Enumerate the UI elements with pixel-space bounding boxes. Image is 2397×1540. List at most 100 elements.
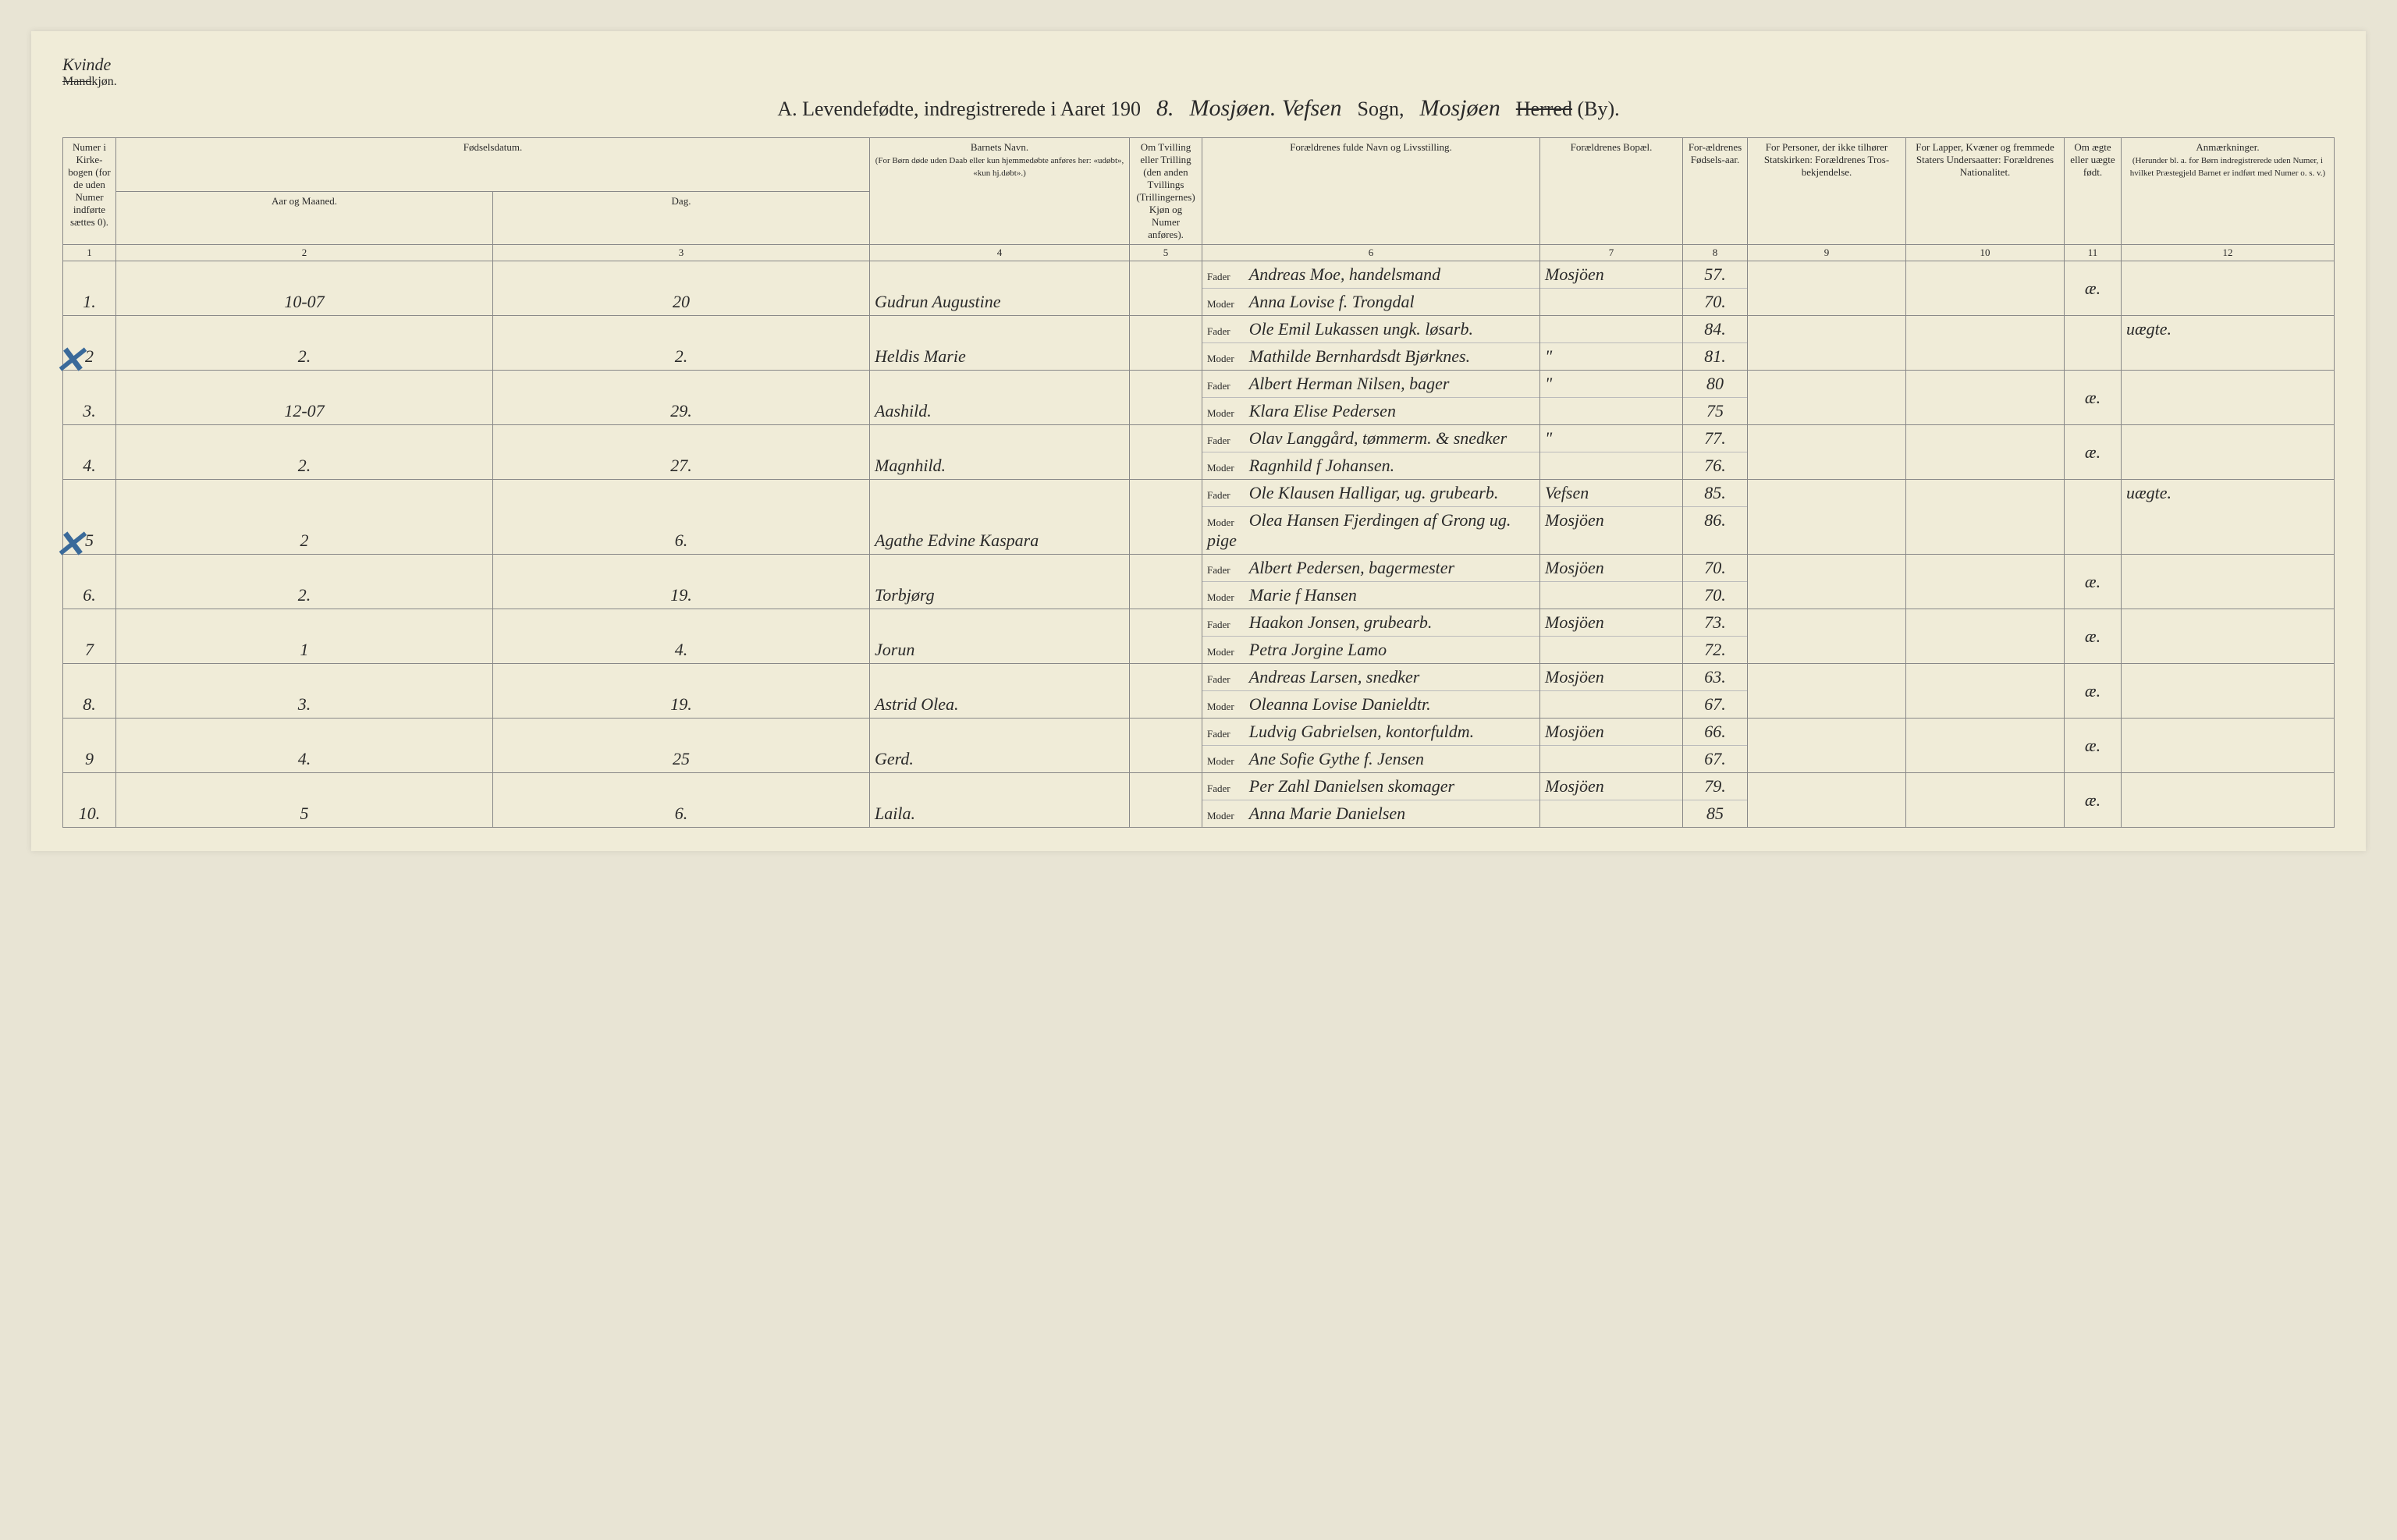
mother-cell: Moder Ragnhild f Johansen. <box>1202 452 1540 480</box>
parish-2: Mosjøen <box>1419 95 1500 122</box>
entry-number: 4. <box>63 425 116 480</box>
col-4-sub: (For Børn døde uden Daab eller kun hjemm… <box>875 156 1124 178</box>
mother-birth-year: 70. <box>1683 289 1748 316</box>
child-name: Heldis Marie <box>870 316 1130 371</box>
father-label: Fader <box>1207 728 1246 740</box>
column-number-row: 1 2 3 4 5 6 7 8 9 10 11 12 <box>63 245 2335 261</box>
father-name: Albert Pedersen, bagermester <box>1249 558 1454 577</box>
legitimacy: æ. <box>2065 555 2122 609</box>
religion-cell <box>1748 480 1906 555</box>
child-name: Magnhild. <box>870 425 1130 480</box>
twin-cell <box>1130 425 1202 480</box>
father-label: Fader <box>1207 489 1246 502</box>
mother-label: Moder <box>1207 407 1246 420</box>
father-name: Ole Klausen Halligar, ug. grubearb. <box>1249 483 1499 502</box>
col-10: For Lapper, Kvæner og fremmede Staters U… <box>1906 138 2065 245</box>
gender-label: Kvinde Mandkjøn. <box>62 55 117 89</box>
notes-cell <box>2122 371 2335 425</box>
twin-cell <box>1130 371 1202 425</box>
mother-name: Ragnhild f Johansen. <box>1249 456 1394 475</box>
birth-day: 2. <box>493 316 870 371</box>
colnum: 6 <box>1202 245 1540 261</box>
mother-name: Olea Hansen Fjerdingen af Grong ug. pige <box>1207 510 1511 550</box>
twin-cell <box>1130 555 1202 609</box>
table-row: 714.JorunFader Haakon Jonsen, grubearb.M… <box>63 609 2335 637</box>
birth-month: 5 <box>116 773 493 828</box>
father-cell: Fader Andreas Moe, handelsmand <box>1202 261 1540 289</box>
birth-month: 2 <box>116 480 493 555</box>
colnum: 8 <box>1683 245 1748 261</box>
nationality-cell <box>1906 261 2065 316</box>
colnum: 7 <box>1540 245 1683 261</box>
colnum: 1 <box>63 245 116 261</box>
father-birth-year: 77. <box>1683 425 1748 452</box>
residence-father: " <box>1540 371 1683 398</box>
mother-label: Moder <box>1207 755 1246 768</box>
nationality-cell <box>1906 664 2065 719</box>
nationality-cell <box>1906 773 2065 828</box>
father-cell: Fader Olav Langgård, tømmerm. & snedker <box>1202 425 1540 452</box>
residence-mother: Mosjöen <box>1540 507 1683 555</box>
mother-name: Marie f Hansen <box>1249 585 1357 605</box>
child-name: Gerd. <box>870 719 1130 773</box>
residence-father: Mosjöen <box>1540 719 1683 746</box>
father-birth-year: 84. <box>1683 316 1748 343</box>
herred-struck: Herred <box>1516 98 1572 120</box>
twin-cell <box>1130 719 1202 773</box>
notes-cell <box>2122 425 2335 480</box>
mother-cell: Moder Ane Sofie Gythe f. Jensen <box>1202 746 1540 773</box>
colnum: 5 <box>1130 245 1202 261</box>
twin-cell <box>1130 261 1202 316</box>
gender-handwritten: Kvinde <box>62 55 111 74</box>
birth-day: 4. <box>493 609 870 664</box>
residence-father: " <box>1540 425 1683 452</box>
father-birth-year: 73. <box>1683 609 1748 637</box>
table-row: ✕22.2.Heldis MarieFader Ole Emil Lukasse… <box>63 316 2335 343</box>
col-12: Anmærkninger. (Herunder bl. a. for Børn … <box>2122 138 2335 245</box>
table-row: 8.3.19.Astrid Olea.Fader Andreas Larsen,… <box>63 664 2335 691</box>
twin-cell <box>1130 773 1202 828</box>
legitimacy: æ. <box>2065 425 2122 480</box>
nationality-cell <box>1906 609 2065 664</box>
table-row: 10.56.Laila.Fader Per Zahl Danielsen sko… <box>63 773 2335 800</box>
twin-cell <box>1130 664 1202 719</box>
father-label: Fader <box>1207 673 1246 686</box>
mother-name: Anna Lovise f. Trongdal <box>1249 292 1415 311</box>
legitimacy <box>2065 480 2122 555</box>
col-2a: Aar og Maaned. <box>116 191 493 245</box>
mother-name: Mathilde Bernhardsdt Bjørknes. <box>1249 346 1470 366</box>
nationality-cell <box>1906 425 2065 480</box>
child-name: Astrid Olea. <box>870 664 1130 719</box>
mother-birth-year: 81. <box>1683 343 1748 371</box>
notes-cell <box>2122 609 2335 664</box>
father-label: Fader <box>1207 619 1246 631</box>
residence-father: Mosjöen <box>1540 261 1683 289</box>
twin-cell <box>1130 609 1202 664</box>
mother-label: Moder <box>1207 646 1246 658</box>
residence-mother <box>1540 800 1683 828</box>
residence-father: Mosjöen <box>1540 664 1683 691</box>
birth-month: 2. <box>116 316 493 371</box>
legitimacy: æ. <box>2065 664 2122 719</box>
mother-name: Petra Jorgine Lamo <box>1249 640 1387 659</box>
child-name: Jorun <box>870 609 1130 664</box>
col-1: Numer i Kirke-bogen (for de uden Numer i… <box>63 138 116 245</box>
mother-birth-year: 86. <box>1683 507 1748 555</box>
father-birth-year: 80 <box>1683 371 1748 398</box>
birth-day: 6. <box>493 480 870 555</box>
residence-mother: " <box>1540 343 1683 371</box>
entry-number: 10. <box>63 773 116 828</box>
mother-label: Moder <box>1207 591 1246 604</box>
col-12-sub: (Herunder bl. a. for Børn indregistrered… <box>2130 156 2325 178</box>
entry-number: 9 <box>63 719 116 773</box>
father-name: Olav Langgård, tømmerm. & snedker <box>1249 428 1507 448</box>
residence-mother <box>1540 398 1683 425</box>
notes-cell <box>2122 719 2335 773</box>
notes-cell: uægte. <box>2122 480 2335 555</box>
child-name: Aashild. <box>870 371 1130 425</box>
religion-cell <box>1748 719 1906 773</box>
legitimacy <box>2065 316 2122 371</box>
mother-cell: Moder Petra Jorgine Lamo <box>1202 637 1540 664</box>
birth-day: 20 <box>493 261 870 316</box>
entry-number: 8. <box>63 664 116 719</box>
